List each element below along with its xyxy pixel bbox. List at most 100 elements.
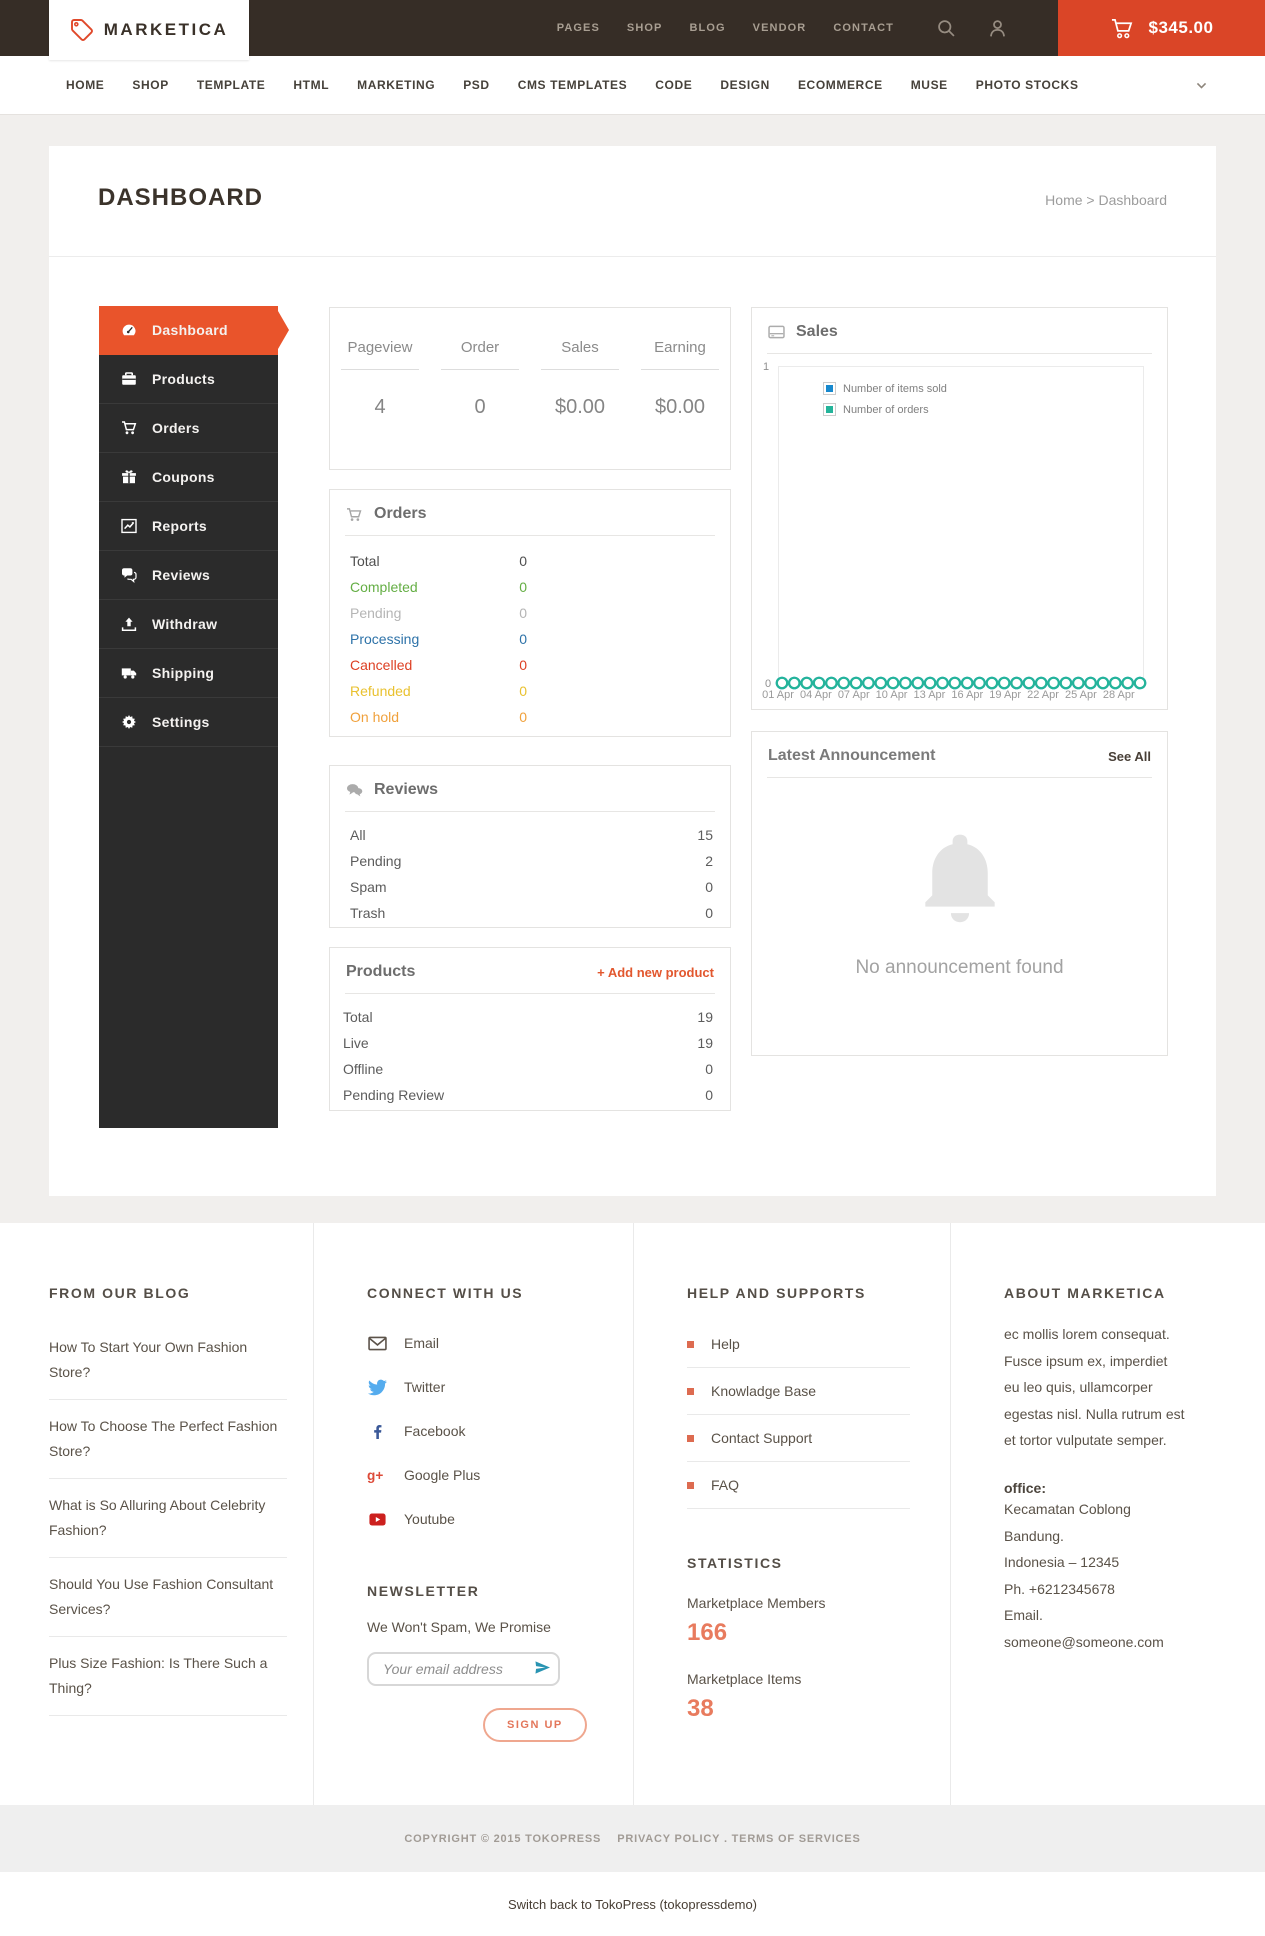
blog-link[interactable]: Plus Size Fashion: Is There Such a Thing… — [49, 1655, 268, 1696]
topbar-link-shop[interactable]: SHOP — [626, 22, 663, 34]
copyright-links[interactable]: PRIVACY POLICY . TERMS OF SERVICES — [617, 1832, 861, 1845]
blog-link[interactable]: What is So Alluring About Celebrity Fash… — [49, 1497, 266, 1538]
review-row[interactable]: Trash 0 — [330, 900, 730, 926]
nav-item-cms-templates[interactable]: CMS TEMPLATES — [517, 78, 628, 92]
sidebar-item-products[interactable]: Products — [99, 355, 278, 404]
topbar-link-vendor[interactable]: VENDOR — [752, 22, 807, 34]
help-link-faq[interactable]: FAQ — [687, 1462, 910, 1509]
legend-swatch — [823, 382, 836, 395]
blog-link[interactable]: How To Choose The Perfect Fashion Store? — [49, 1418, 278, 1459]
nav-item-photo-stocks[interactable]: PHOTO STOCKS — [975, 78, 1079, 92]
nav-item-psd[interactable]: PSD — [463, 78, 490, 92]
sidebar-item-label: Settings — [152, 714, 210, 730]
y-axis-tick: 0 — [765, 678, 772, 690]
see-all-link[interactable]: See All — [1108, 748, 1151, 764]
breadcrumb-separator: > — [1086, 192, 1095, 208]
social-link-email[interactable]: Email — [367, 1321, 603, 1365]
reviews-panel-header: Reviews — [330, 766, 730, 811]
user-icon[interactable] — [987, 18, 1008, 39]
search-icon[interactable] — [936, 18, 957, 39]
help-link-knowladge-base[interactable]: Knowladge Base — [687, 1368, 910, 1415]
svg-text:g+: g+ — [367, 1468, 383, 1483]
address-line: Email. someone@someone.com — [1004, 1607, 1164, 1650]
stat-value: 4 — [374, 396, 386, 418]
sidebar-item-shipping[interactable]: Shipping — [99, 649, 278, 698]
nav-item-html[interactable]: HTML — [293, 78, 330, 92]
sidebar-item-dashboard[interactable]: Dashboard — [99, 306, 289, 355]
announcement-panel-title: Latest Announcement — [768, 747, 936, 764]
social-link-youtube[interactable]: Youtube — [367, 1497, 603, 1541]
blog-link-item: How To Choose The Perfect Fashion Store? — [49, 1400, 287, 1479]
order-status-value: 0 — [519, 657, 527, 673]
x-axis-label: 28 Apr — [1102, 689, 1135, 701]
paper-plane-icon[interactable] — [534, 1660, 551, 1675]
nav-item-home[interactable]: HOME — [66, 78, 105, 92]
stat-earning: Earning $0.00 — [630, 339, 730, 469]
y-axis-tick: 1 — [763, 361, 770, 373]
blog-link[interactable]: How To Start Your Own Fashion Store? — [49, 1339, 248, 1380]
square-bullet-icon — [687, 1481, 694, 1489]
add-new-product-link[interactable]: + Add new product — [597, 964, 714, 980]
chevron-down-icon[interactable] — [1195, 79, 1208, 92]
nav-item-code[interactable]: CODE — [655, 78, 693, 92]
newsletter-email-input[interactable] — [367, 1652, 560, 1686]
product-row[interactable]: Offline 0 — [330, 1056, 730, 1082]
sidebar-item-coupons[interactable]: Coupons — [99, 453, 278, 502]
copyright-text: COPYRIGHT © 2015 TOKOPRESS — [404, 1832, 602, 1845]
topbar-link-contact[interactable]: CONTACT — [833, 22, 894, 34]
address-line: Ph. +6212345678 — [1004, 1580, 1115, 1597]
breadcrumb-home-link[interactable]: Home — [1045, 192, 1083, 208]
product-row-value: 0 — [705, 1087, 713, 1103]
sign-up-button[interactable]: SIGN UP — [483, 1708, 587, 1742]
review-row[interactable]: Spam 0 — [330, 874, 730, 900]
nav-item-ecommerce[interactable]: ECOMMERCE — [797, 78, 883, 92]
review-row-value: 15 — [697, 827, 713, 843]
sidebar-item-reviews[interactable]: Reviews — [99, 551, 278, 600]
copyright-bar: COPYRIGHT © 2015 TOKOPRESS PRIVACY POLIC… — [0, 1805, 1265, 1872]
newsletter-heading: NEWSLETTER — [367, 1583, 480, 1599]
nav-item-design[interactable]: DESIGN — [720, 78, 770, 92]
product-row-value: 19 — [697, 1035, 713, 1051]
legend-label: Number of orders — [843, 403, 929, 416]
sidebar-item-withdraw[interactable]: Withdraw — [99, 600, 278, 649]
social-link-google-plus[interactable]: g+ Google Plus — [367, 1453, 603, 1497]
sidebar-item-label: Coupons — [152, 469, 215, 485]
admin-bar: Switch back to TokoPress (tokopressdemo) — [0, 1872, 1265, 1936]
review-row[interactable]: All 15 — [330, 822, 730, 848]
social-link-twitter[interactable]: Twitter — [367, 1365, 603, 1409]
sales-card-icon — [768, 325, 785, 339]
logo[interactable]: MARKETICA — [49, 0, 249, 60]
sidebar-item-orders[interactable]: Orders — [99, 404, 278, 453]
youtube-icon — [367, 1513, 387, 1526]
stat-label: Pageview — [347, 339, 413, 356]
sidebar-item-reports[interactable]: Reports — [99, 502, 278, 551]
review-row[interactable]: Pending 2 — [330, 848, 730, 874]
product-row[interactable]: Total 19 — [330, 1004, 730, 1030]
square-bullet-icon — [687, 1340, 694, 1348]
nav-item-marketing[interactable]: MARKETING — [357, 78, 436, 92]
order-status-row: On hold 0 — [330, 704, 730, 730]
topbar-link-blog[interactable]: BLOG — [689, 22, 726, 34]
nav-item-template[interactable]: TEMPLATE — [196, 78, 266, 92]
nav-item-shop[interactable]: SHOP — [132, 78, 169, 92]
stat-label: Earning — [654, 339, 706, 356]
social-link-facebook[interactable]: Facebook — [367, 1409, 603, 1453]
switch-back-link[interactable]: Switch back to TokoPress (tokopressdemo) — [507, 1896, 758, 1912]
product-row[interactable]: Live 19 — [330, 1030, 730, 1056]
email-icon — [367, 1336, 387, 1351]
nav-item-muse[interactable]: MUSE — [910, 78, 948, 92]
help-link-contact-support[interactable]: Contact Support — [687, 1415, 910, 1462]
newsletter-tagline: We Won't Spam, We Promise — [367, 1619, 551, 1635]
product-row[interactable]: Pending Review 0 — [330, 1082, 730, 1108]
gift-icon — [120, 469, 137, 485]
blog-link[interactable]: Should You Use Fashion Consultant Servic… — [49, 1576, 274, 1617]
help-link-help[interactable]: Help — [687, 1321, 910, 1368]
topbar-link-pages[interactable]: PAGES — [556, 22, 600, 34]
cart-button[interactable]: $345.00 — [1058, 0, 1265, 56]
divider — [441, 369, 519, 370]
product-row-label: Total — [343, 1009, 373, 1025]
order-status-value: 0 — [519, 709, 527, 725]
order-status-value: 0 — [519, 683, 527, 699]
page-title: DASHBOARD — [98, 184, 263, 211]
sidebar-item-settings[interactable]: Settings — [99, 698, 278, 747]
